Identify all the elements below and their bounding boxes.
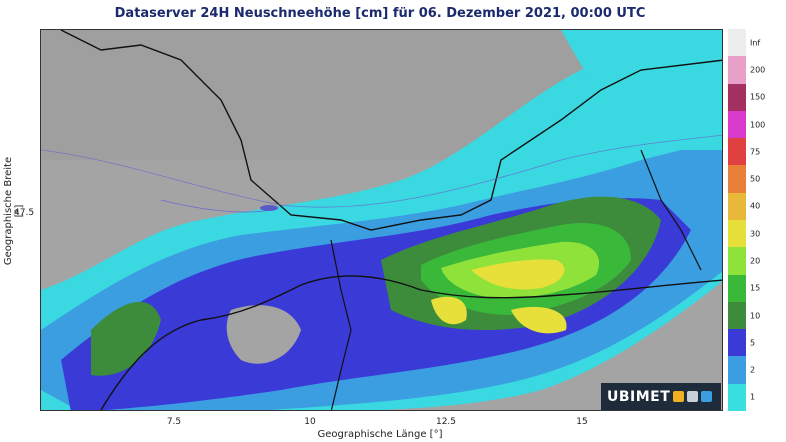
river-danube xyxy=(41,134,722,208)
legend-label: 30 xyxy=(750,229,761,239)
snow-map xyxy=(40,29,723,411)
legend-swatch xyxy=(728,165,746,193)
map-title: Dataserver 24H Neuschneehöhe [cm] für 06… xyxy=(114,6,646,21)
legend-label: 100 xyxy=(750,120,766,129)
legend-label: 150 xyxy=(750,92,766,102)
logo-brand-text: UBIMET xyxy=(607,388,671,405)
legend-label: 15 xyxy=(750,283,761,293)
legend-swatch xyxy=(728,247,746,275)
legend-label: 10 xyxy=(750,311,761,320)
dry-area-switzerland xyxy=(226,305,301,364)
snow-10cm-west-area xyxy=(91,301,161,376)
drop-icon xyxy=(701,391,713,402)
legend-label: 40 xyxy=(750,201,761,211)
legend-swatch xyxy=(728,383,746,411)
legend-swatch xyxy=(728,192,746,220)
river-rhine xyxy=(160,199,272,213)
legend-label: 5 xyxy=(750,338,756,348)
country-border-italy xyxy=(330,239,352,410)
legend-swatch xyxy=(728,29,746,57)
x-axis-label: Geographische Länge [°] xyxy=(317,429,443,440)
legend-label: 20 xyxy=(750,256,761,266)
ubimet-logo: UBIMET xyxy=(601,383,721,410)
legend-label: Inf xyxy=(750,38,761,48)
x-tick-label: 10 xyxy=(304,417,316,427)
legend-swatch xyxy=(728,138,746,166)
x-tick-label: 12.5 xyxy=(435,417,457,427)
y-tick-label: 47.5 xyxy=(14,208,35,218)
legend-label: 50 xyxy=(750,174,761,184)
legend-swatch xyxy=(728,110,746,139)
country-border-east xyxy=(640,149,702,271)
color-legend: Inf 200 150 100 75 50 40 30 20 15 10 5 2 1 xyxy=(728,29,765,411)
legend-swatch xyxy=(728,301,746,330)
legend-label: 2 xyxy=(750,365,756,375)
country-border-north xyxy=(60,30,722,231)
snow-30cm-area xyxy=(471,259,565,290)
snow-30cm-carinthia-area xyxy=(511,306,567,334)
snow-northeast-area xyxy=(561,30,722,113)
legend-swatch xyxy=(728,56,746,84)
map-canvas xyxy=(41,30,722,410)
legend-swatch xyxy=(728,356,746,384)
legend-swatch xyxy=(728,220,746,248)
legend-label: 75 xyxy=(750,147,761,157)
legend-label: 1 xyxy=(750,392,756,402)
country-border-alps xyxy=(100,275,722,410)
snow-30cm-south-area xyxy=(431,296,467,325)
x-tick-label: 7.5 xyxy=(166,417,182,427)
cloud-icon xyxy=(687,391,699,402)
legend-swatch xyxy=(728,274,746,302)
sun-icon xyxy=(673,391,685,402)
x-tick-label: 15 xyxy=(576,417,588,427)
y-axis-label: Geographische Breite [°] xyxy=(3,156,25,266)
legend-label: 200 xyxy=(750,65,766,75)
legend-swatch xyxy=(728,329,746,357)
legend-swatch xyxy=(728,83,746,111)
lake-constance xyxy=(260,205,278,211)
